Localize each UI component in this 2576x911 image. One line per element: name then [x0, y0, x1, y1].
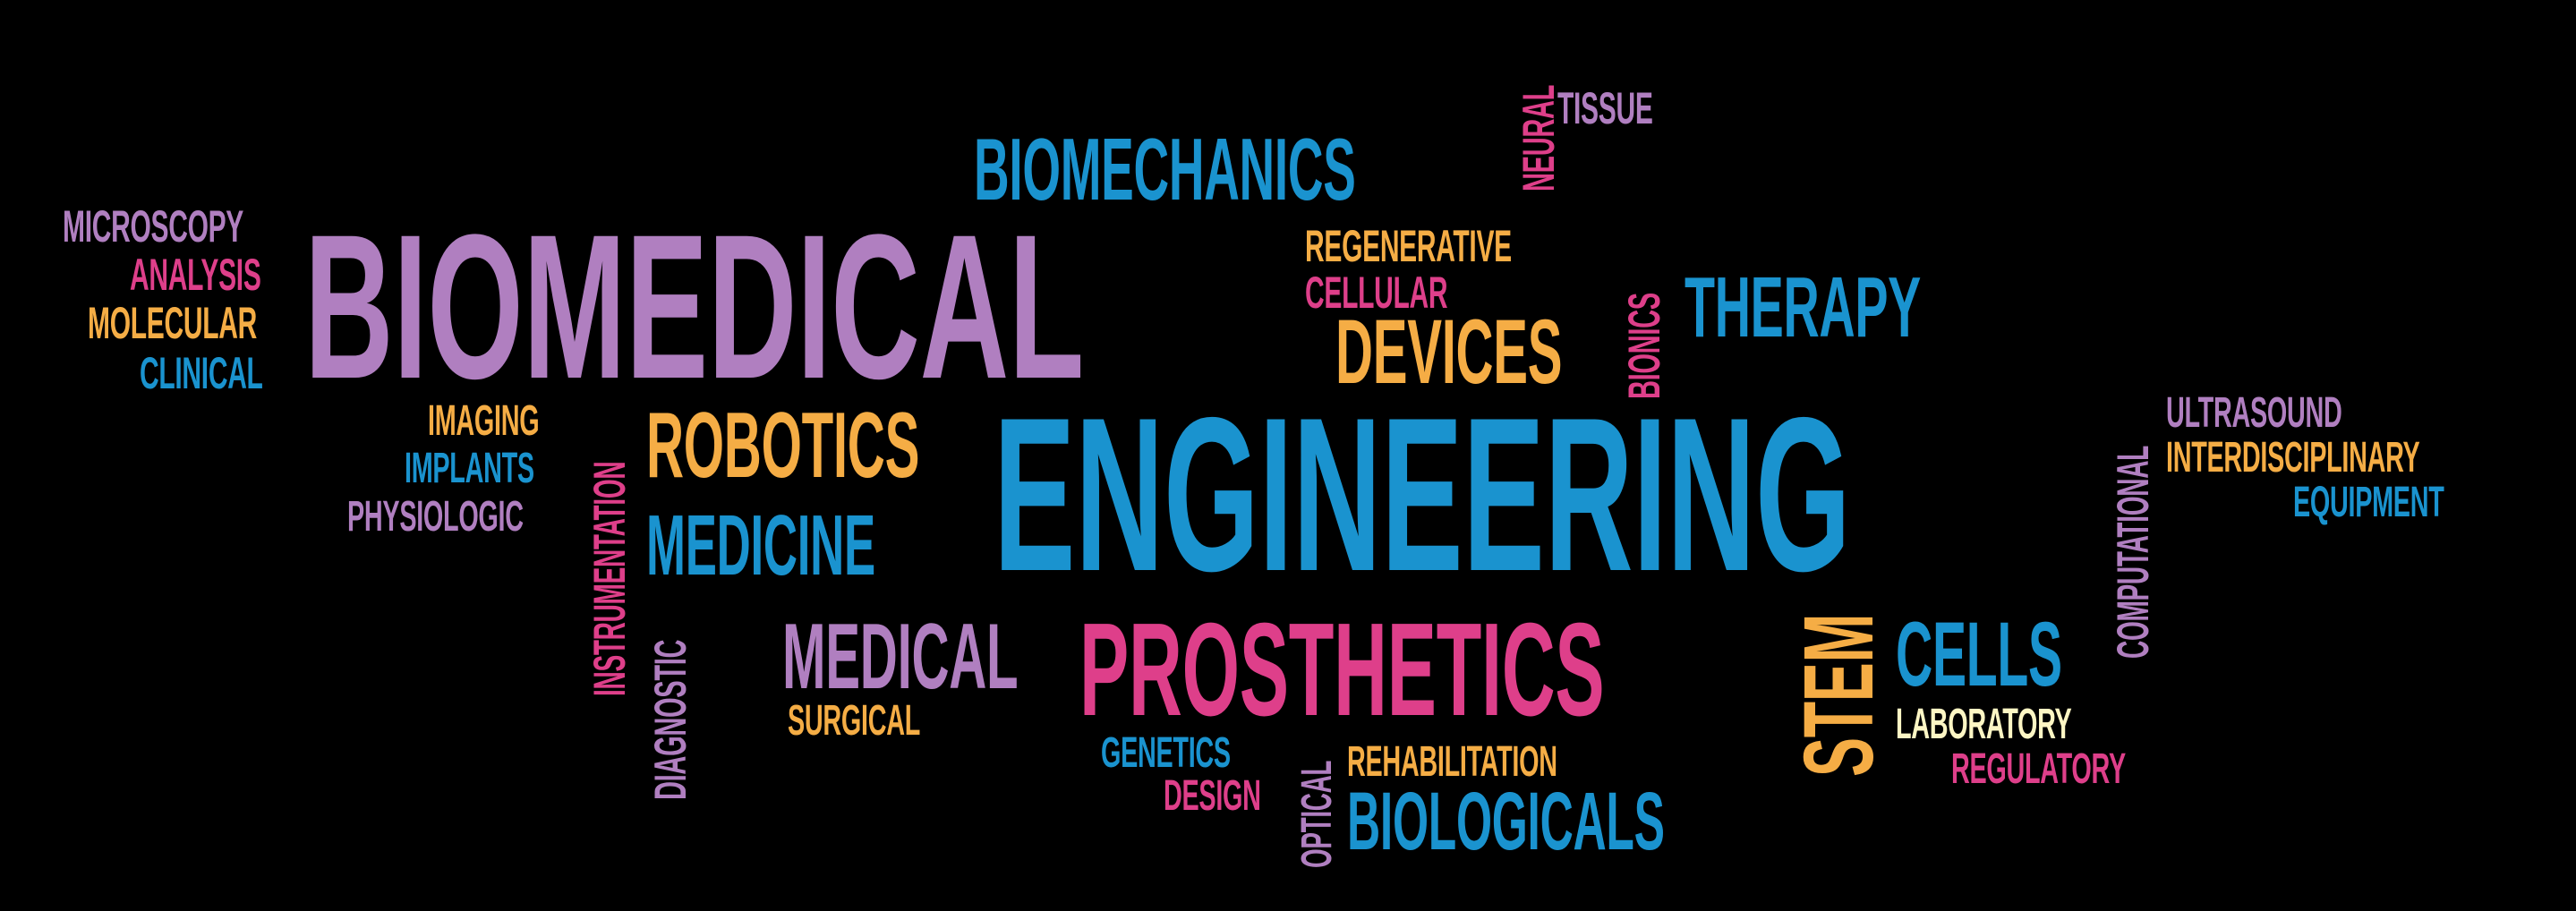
word-devices: DEVICES: [1335, 301, 1563, 403]
word-surgical: SURGICAL: [788, 697, 921, 745]
word-equipment: EQUIPMENT: [2293, 479, 2444, 526]
word-regenerative: REGENERATIVE: [1305, 221, 1512, 271]
word-computational: COMPUTATIONAL: [2108, 446, 2158, 659]
word-laboratory: LABORATORY: [1896, 701, 2072, 748]
word-imaging: IMAGING: [428, 397, 540, 445]
word-design: DESIGN: [1164, 772, 1261, 820]
word-rehabilitation: REHABILITATION: [1347, 738, 1557, 786]
word-implants: IMPLANTS: [405, 445, 534, 492]
word-biologicals: BIOLOGICALS: [1347, 776, 1665, 867]
word-optical: OPTICAL: [1293, 760, 1341, 868]
word-biomedical: BIOMEDICAL: [304, 192, 1084, 421]
word-engineering: ENGINEERING: [994, 371, 1851, 617]
word-physiologic: PHYSIOLOGIC: [347, 493, 524, 541]
word-therapy: THERAPY: [1685, 260, 1922, 355]
word-biomechanics: BIOMECHANICS: [974, 120, 1356, 218]
word-neural: NEURAL: [1514, 84, 1564, 192]
word-analysis: ANALYSIS: [130, 250, 261, 300]
word-prosthetics: PROSTHETICS: [1079, 596, 1605, 744]
word-cellular: CELLULAR: [1305, 268, 1448, 318]
word-diagnostic: DIAGNOSTIC: [645, 639, 695, 800]
word-bionics: BIONICS: [1619, 293, 1669, 399]
word-cells: CELLS: [1896, 603, 2062, 705]
word-medical: MEDICAL: [782, 605, 1019, 709]
word-ultrasound: ULTRASOUND: [2166, 389, 2342, 437]
word-molecular: MOLECULAR: [88, 298, 257, 348]
word-genetics: GENETICS: [1101, 729, 1231, 777]
word-regulatory: REGULATORY: [1951, 745, 2126, 793]
word-clinical: CLINICAL: [140, 348, 263, 398]
word-tissue: TISSUE: [1557, 83, 1653, 133]
word-robotics: ROBOTICS: [646, 394, 920, 498]
word-medicine: MEDICINE: [646, 498, 875, 593]
word-microscopy: MICROSCOPY: [63, 201, 244, 251]
word-instrumentation: INSTRUMENTATION: [584, 461, 635, 696]
word-interdisciplinary: INTERDISCIPLINARY: [2166, 434, 2420, 481]
word-stem: STEM: [1784, 613, 1894, 777]
